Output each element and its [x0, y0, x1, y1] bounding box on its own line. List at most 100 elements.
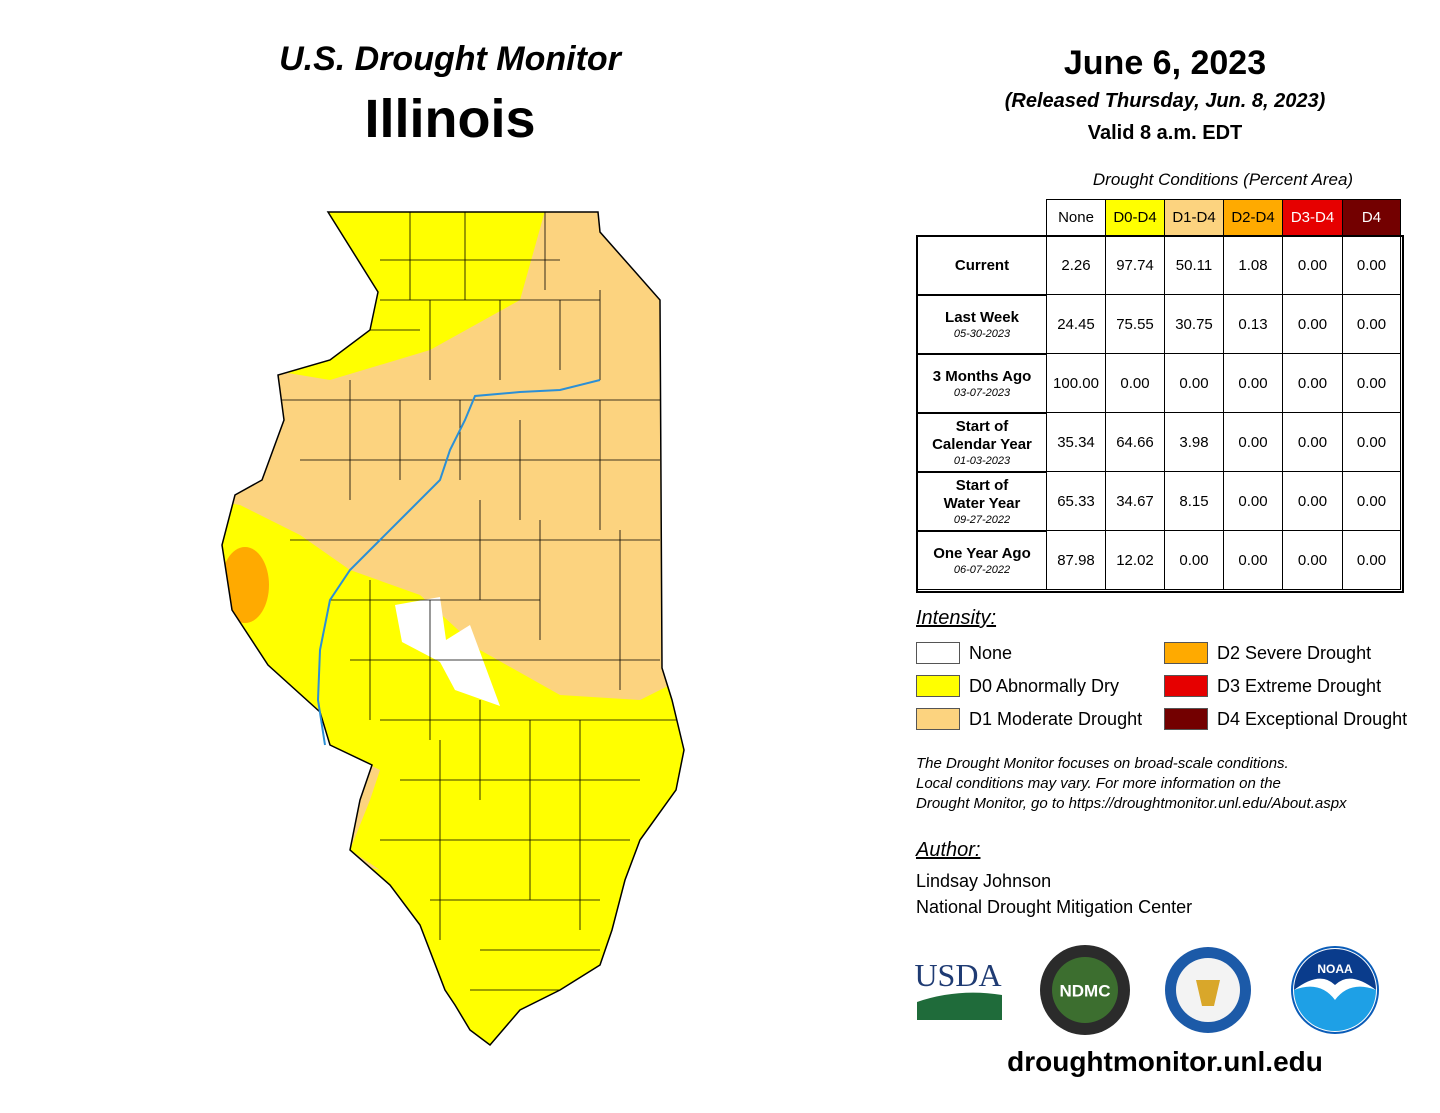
row-date: 05-30-2023	[953, 327, 1011, 340]
author-line: Lindsay Johnson	[916, 871, 1052, 891]
table-value: 1.08	[1223, 235, 1283, 295]
ndmc-logo: NDMC	[1060, 981, 1111, 1000]
table-value: 0.13	[1223, 294, 1283, 354]
legend-swatch	[916, 708, 960, 730]
table-value: 35.34	[1046, 412, 1106, 472]
row-label: Calendar Year	[932, 435, 1032, 453]
d2-area	[222, 547, 269, 623]
valid-time: Valid 8 a.m. EDT	[1087, 122, 1243, 144]
county-lines	[280, 212, 680, 991]
table-value: 0.00	[1282, 353, 1343, 413]
row-label: Water Year	[943, 494, 1021, 512]
row-label: Start of	[955, 417, 1009, 435]
noaa-logo: NOAA	[1317, 962, 1353, 976]
table-value: 0.00	[1342, 353, 1401, 413]
drought-areas	[222, 212, 684, 1045]
row-label: Last Week	[945, 308, 1019, 326]
website: droughtmonitor.unl.edu	[1007, 1046, 1323, 1077]
legend-swatch	[916, 675, 960, 697]
table-value: 0.00	[1342, 412, 1401, 472]
usda-logo: USDA	[914, 957, 1001, 993]
d1-area	[222, 212, 684, 700]
table-value: 30.75	[1164, 294, 1224, 354]
row-date: 01-03-2023	[953, 454, 1011, 467]
table-value: 0.00	[1223, 471, 1283, 531]
table-value: 64.66	[1105, 412, 1165, 472]
table-value: 2.26	[1046, 235, 1106, 295]
release-date: (Released Thursday, Jun. 8, 2023)	[1004, 90, 1326, 112]
table-caption: Drought Conditions (Percent Area)	[1092, 170, 1354, 189]
column-header: None	[1046, 199, 1106, 236]
table-value: 0.00	[1342, 294, 1401, 354]
column-header: D0-D4	[1105, 199, 1165, 236]
table-value: 0.00	[1342, 471, 1401, 531]
author-lines: Lindsay Johnson National Drought Mitigati…	[916, 868, 1192, 920]
note-line: Drought Monitor, go to https://droughtmo…	[916, 795, 1347, 812]
state-name: Illinois	[364, 89, 536, 149]
row-label-cell: Start of Water Year 09-27-2022	[916, 471, 1047, 531]
legend-label: None	[969, 643, 1013, 663]
table-value: 0.00	[1105, 353, 1165, 413]
row-label-cell: 3 Months Ago 03-07-2023	[916, 353, 1047, 413]
table-value: 0.00	[1223, 412, 1283, 472]
table-value: 0.00	[1342, 530, 1401, 590]
row-label-cell: One Year Ago 06-07-2022	[916, 530, 1047, 590]
table-value: 0.00	[1282, 530, 1343, 590]
legend-swatch	[1164, 642, 1208, 664]
table-value: 0.00	[1164, 530, 1224, 590]
row-label-cell: Start of Calendar Year 01-03-2023	[916, 412, 1047, 472]
table-value: 34.67	[1105, 471, 1165, 531]
legend-label: D1 Moderate Drought	[969, 709, 1143, 729]
column-header: D1-D4	[1164, 199, 1224, 236]
author-line: National Drought Mitigation Center	[916, 897, 1193, 917]
note-line: Local conditions may vary. For more info…	[916, 775, 1281, 792]
note-line: The Drought Monitor focuses on broad-sca…	[916, 755, 1289, 772]
table-value: 12.02	[1105, 530, 1165, 590]
table-value: 75.55	[1105, 294, 1165, 354]
noaa-wave	[1294, 986, 1376, 1031]
legend-swatch	[1164, 708, 1208, 730]
column-header: D4	[1342, 199, 1401, 236]
legend-label: D4 Exceptional Drought	[1217, 709, 1408, 729]
author-heading: Author:	[916, 839, 981, 861]
map-title: U.S. Drought Monitor	[279, 40, 621, 78]
legend-label: D0 Abnormally Dry	[969, 676, 1120, 696]
illinois-map	[221, 211, 685, 1047]
table-value: 24.45	[1046, 294, 1106, 354]
river	[316, 379, 601, 746]
table-value: 65.33	[1046, 471, 1106, 531]
table-value: 0.00	[1282, 412, 1343, 472]
ndmc-center	[1052, 957, 1118, 1023]
legend-title: Intensity:	[916, 607, 997, 629]
table-value: 0.00	[1223, 530, 1283, 590]
row-label: 3 Months Ago	[932, 367, 1032, 385]
row-label: One Year Ago	[933, 544, 1031, 562]
note: The Drought Monitor focuses on broad-sca…	[916, 754, 1347, 814]
logos: USDA NDMC NOAA	[914, 945, 1379, 1035]
legend-swatch	[916, 642, 960, 664]
table-value: 50.11	[1164, 235, 1224, 295]
noaa-top	[1294, 949, 1376, 990]
row-date: 09-27-2022	[953, 513, 1011, 526]
row-label: Current	[954, 256, 1010, 274]
column-header: D3-D4	[1282, 199, 1343, 236]
table-value: 0.00	[1342, 235, 1401, 295]
legend-swatch	[1164, 675, 1208, 697]
table-value: 100.00	[1046, 353, 1106, 413]
table-value: 97.74	[1105, 235, 1165, 295]
row-label-cell: Last Week 05-30-2023	[916, 294, 1047, 354]
table-value: 0.00	[1164, 353, 1224, 413]
none-area	[395, 597, 500, 706]
state-outline	[221, 211, 685, 1047]
doc-seal-shield	[1196, 980, 1220, 1006]
usda-swoosh	[917, 992, 1002, 1020]
table-value: 0.00	[1223, 353, 1283, 413]
legend-label: D3 Extreme Drought	[1217, 676, 1382, 696]
row-date: 03-07-2023	[953, 386, 1011, 399]
table-value: 87.98	[1046, 530, 1106, 590]
table-value: 8.15	[1164, 471, 1224, 531]
table-value: 0.00	[1282, 235, 1343, 295]
table-value: 0.00	[1282, 294, 1343, 354]
